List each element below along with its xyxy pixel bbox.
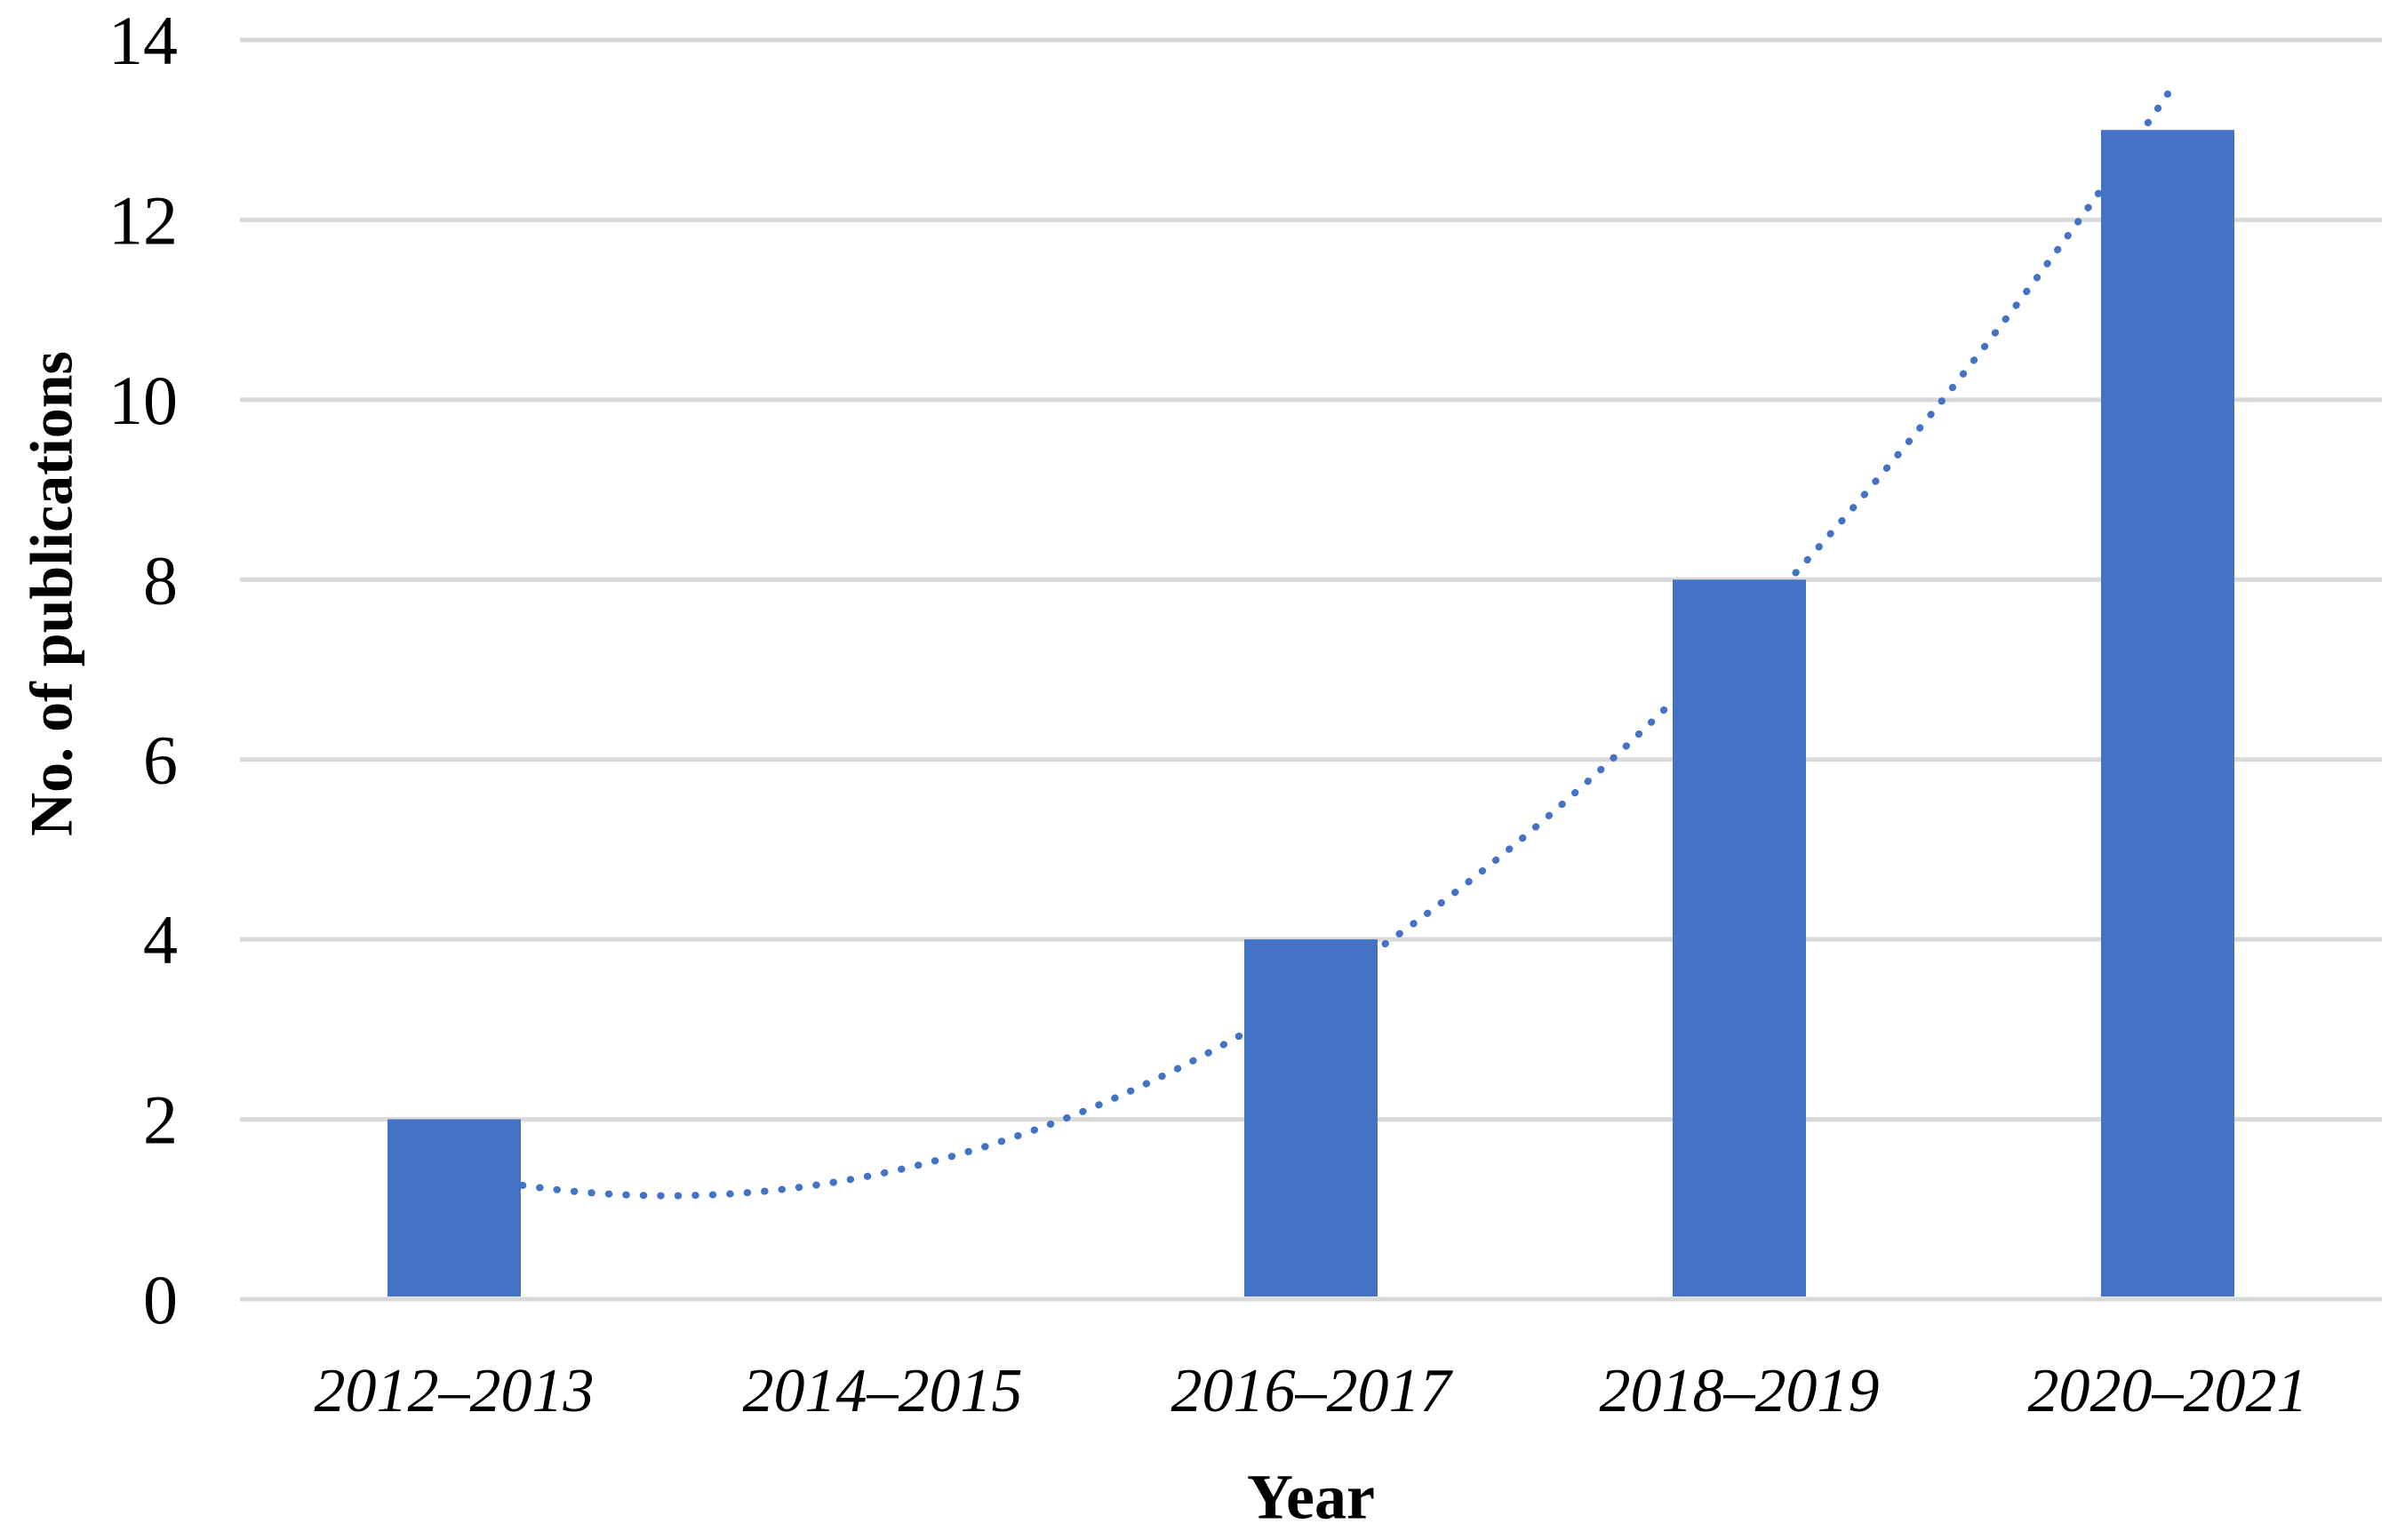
y-tick-label-14: 14 xyxy=(108,2,178,79)
x-tick-label-2018–2019: 2018–2019 xyxy=(1600,1357,1880,1425)
y-tick-label-12: 12 xyxy=(108,181,178,259)
y-tick-label-8: 8 xyxy=(143,541,178,618)
x-axis-tick-labels: 2012–2013 2014–2015 2016–2017 2018–2019 2020… xyxy=(315,1357,2308,1425)
y-axis-tick-labels: 0 2 4 6 8 10 12 14 xyxy=(108,2,178,1338)
bar-2018–2019 xyxy=(1673,579,1806,1297)
bar-2012–2013 xyxy=(388,1119,521,1297)
x-tick-label-2020–2021: 2020–2021 xyxy=(2028,1357,2308,1425)
bars xyxy=(388,130,2234,1297)
x-tick-label-2012–2013: 2012–2013 xyxy=(315,1357,595,1425)
y-tick-label-2: 2 xyxy=(143,1081,178,1159)
x-axis-title: Year xyxy=(1247,1461,1375,1533)
y-tick-label-4: 4 xyxy=(143,901,178,978)
y-tick-label-10: 10 xyxy=(108,362,178,439)
x-tick-label-2016–2017: 2016–2017 xyxy=(1171,1357,1454,1425)
bar-2020–2021 xyxy=(2101,130,2234,1297)
y-axis-title: No. of publications xyxy=(17,351,85,836)
y-tick-label-6: 6 xyxy=(143,722,178,799)
bar-2016–2017 xyxy=(1244,939,1378,1297)
x-tick-label-2014–2015: 2014–2015 xyxy=(743,1357,1023,1425)
y-tick-label-0: 0 xyxy=(143,1261,178,1338)
